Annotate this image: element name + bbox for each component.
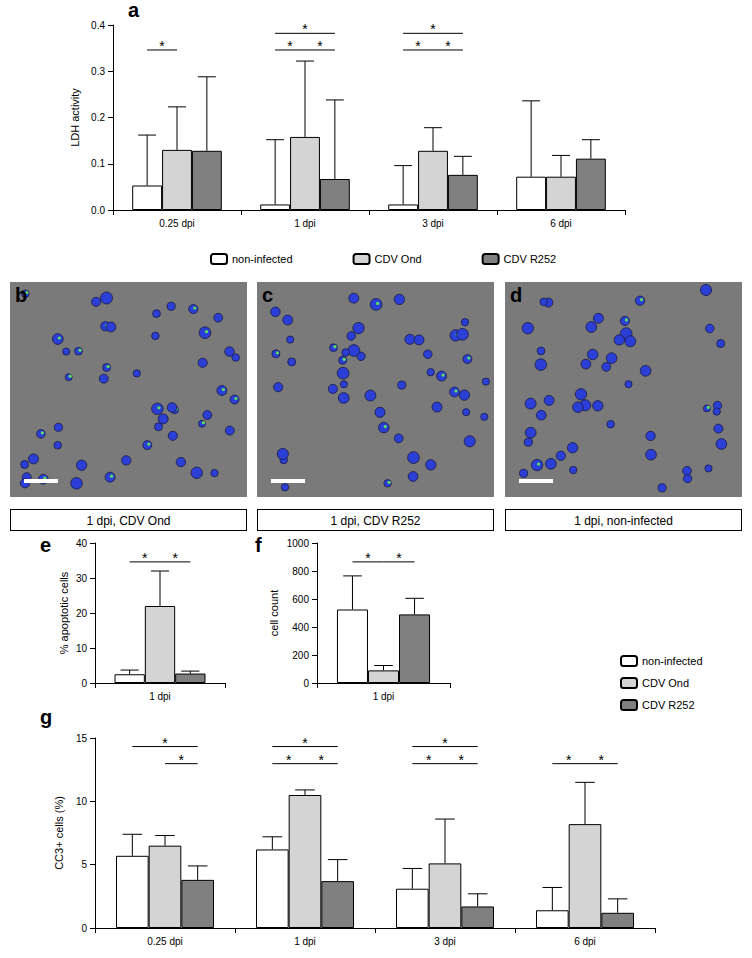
svg-text:b: b	[15, 284, 27, 306]
svg-text:1 dpi: 1 dpi	[294, 936, 316, 947]
svg-text:3 dpi: 3 dpi	[422, 218, 444, 229]
svg-text:*: *	[159, 38, 165, 54]
svg-text:d: d	[510, 284, 522, 306]
svg-text:LDH activity: LDH activity	[69, 88, 81, 147]
svg-text:*: *	[162, 735, 168, 751]
svg-text:1 dpi: 1 dpi	[373, 691, 395, 702]
svg-text:10: 10	[76, 796, 88, 807]
svg-text:f: f	[255, 535, 262, 556]
svg-text:6 dpi: 6 dpi	[574, 936, 596, 947]
svg-text:*: *	[142, 550, 148, 566]
svg-text:6 dpi: 6 dpi	[550, 218, 572, 229]
svg-text:CDV R252: CDV R252	[642, 699, 695, 711]
svg-text:*: *	[319, 752, 325, 768]
html-text:1 dpi, non-infected: 1 dpi, non-infected	[574, 514, 673, 528]
svg-text:0: 0	[81, 678, 87, 689]
svg-text:1 dpi: 1 dpi	[149, 691, 171, 702]
svg-text:0.3: 0.3	[91, 66, 105, 77]
svg-text:0.0: 0.0	[91, 205, 105, 216]
svg-text:*: *	[459, 752, 465, 768]
svg-text:c: c	[262, 284, 273, 306]
svg-text:5: 5	[81, 859, 87, 870]
svg-text:*: *	[415, 38, 421, 54]
svg-text:*: *	[430, 21, 436, 37]
svg-text:e: e	[40, 535, 51, 556]
svg-text:600: 600	[292, 594, 309, 605]
svg-text:0.2: 0.2	[91, 112, 105, 123]
html-text:1 dpi, CDV Ond: 1 dpi, CDV Ond	[86, 514, 171, 528]
svg-text:0.25 dpi: 0.25 dpi	[159, 218, 195, 229]
svg-text:CDV Ond: CDV Ond	[642, 677, 689, 689]
svg-text:*: *	[302, 21, 308, 37]
svg-text:3 dpi: 3 dpi	[434, 936, 456, 947]
svg-text:400: 400	[292, 622, 309, 633]
svg-text:CDV Ond: CDV Ond	[375, 253, 422, 265]
svg-text:10: 10	[76, 643, 88, 654]
svg-text:*: *	[172, 550, 178, 566]
html-text:1 dpi, CDV R252: 1 dpi, CDV R252	[330, 514, 421, 528]
svg-text:0: 0	[81, 923, 87, 934]
svg-text:*: *	[286, 752, 292, 768]
svg-text:0.25 dpi: 0.25 dpi	[147, 936, 183, 947]
svg-text:g: g	[40, 706, 52, 728]
svg-text:30: 30	[76, 573, 88, 584]
svg-text:*: *	[445, 38, 451, 54]
svg-text:40: 40	[76, 538, 88, 549]
svg-text:*: *	[317, 38, 323, 54]
svg-text:20: 20	[76, 608, 88, 619]
svg-text:15: 15	[76, 733, 88, 744]
svg-text:1 dpi: 1 dpi	[294, 218, 316, 229]
svg-text:800: 800	[292, 566, 309, 577]
svg-text:1000: 1000	[287, 538, 310, 549]
svg-text:% apoptotic cells: % apoptotic cells	[58, 571, 70, 654]
svg-text:*: *	[302, 735, 308, 751]
svg-text:200: 200	[292, 650, 309, 661]
svg-text:*: *	[566, 752, 572, 768]
svg-text:a: a	[128, 0, 140, 21]
svg-text:*: *	[442, 735, 448, 751]
svg-text:*: *	[599, 752, 605, 768]
svg-text:0: 0	[303, 678, 309, 689]
svg-text:*: *	[396, 550, 402, 566]
svg-text:non-infected: non-infected	[642, 655, 703, 667]
svg-text:*: *	[426, 752, 432, 768]
svg-text:*: *	[179, 752, 185, 768]
svg-text:CDV R252: CDV R252	[504, 253, 557, 265]
svg-text:CC3+ cells (%): CC3+ cells (%)	[53, 796, 65, 870]
svg-text:cell count: cell count	[268, 590, 280, 636]
svg-text:non-infected: non-infected	[232, 253, 293, 265]
svg-text:0.1: 0.1	[91, 158, 105, 169]
svg-text:*: *	[365, 550, 371, 566]
svg-text:*: *	[287, 38, 293, 54]
svg-text:0.4: 0.4	[91, 20, 105, 31]
